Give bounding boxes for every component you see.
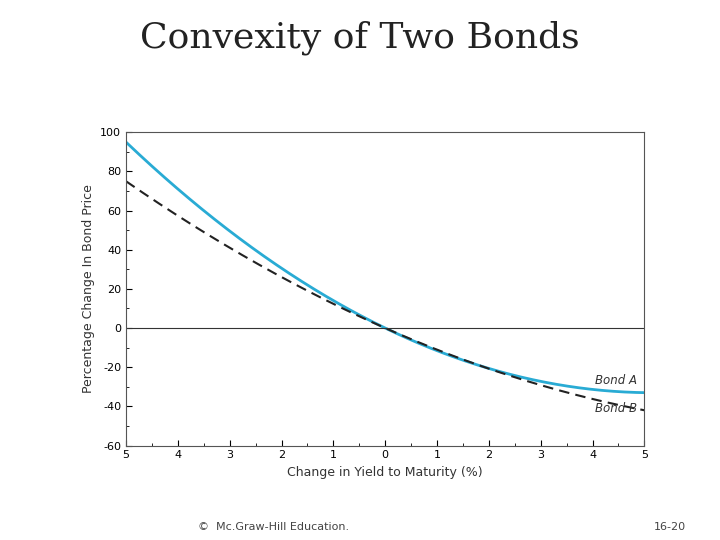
Text: Bond A: Bond A <box>595 374 636 387</box>
Text: ©  Mc.Graw-Hill Education.: © Mc.Graw-Hill Education. <box>198 522 349 531</box>
Text: Bond B: Bond B <box>595 402 636 415</box>
Text: Convexity of Two Bonds: Convexity of Two Bonds <box>140 21 580 55</box>
Text: INVESTMENTS | BODIE, KANE, MARCUS: INVESTMENTS | BODIE, KANE, MARCUS <box>373 480 706 495</box>
X-axis label: Change in Yield to Maturity (%): Change in Yield to Maturity (%) <box>287 466 483 479</box>
Y-axis label: Percentage Change In Bond Price: Percentage Change In Bond Price <box>81 185 94 393</box>
Text: 16-20: 16-20 <box>654 522 685 531</box>
